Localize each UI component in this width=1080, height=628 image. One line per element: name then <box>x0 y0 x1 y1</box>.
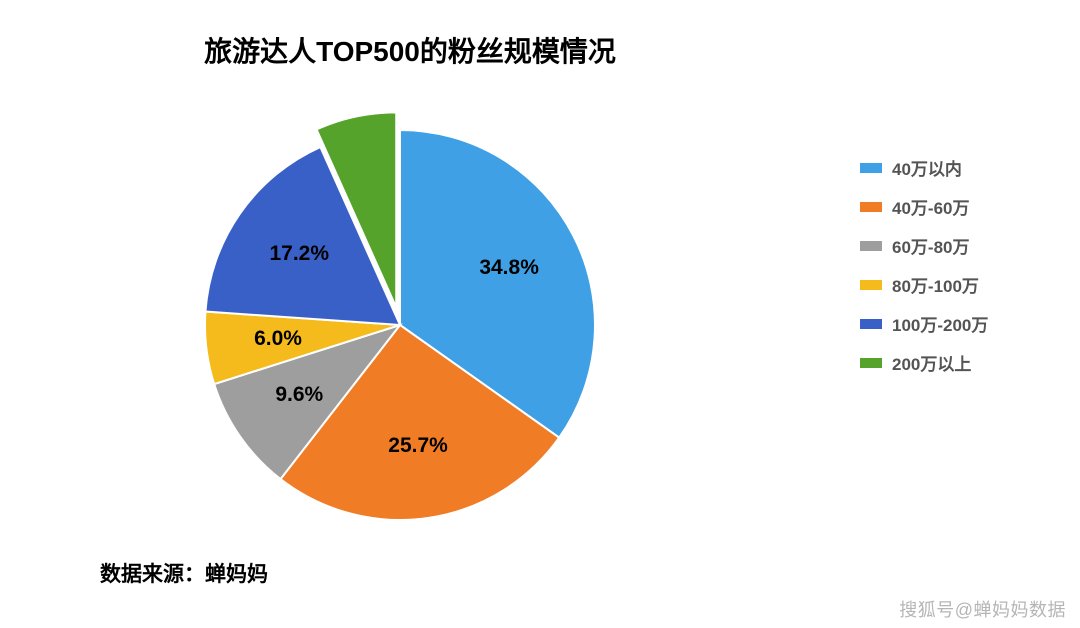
legend-swatch <box>860 319 882 329</box>
slice-label: 9.6% <box>275 383 323 406</box>
legend-item: 80万-100万 <box>860 272 1060 297</box>
slice-label: 34.8% <box>479 256 539 279</box>
legend-swatch <box>860 163 882 173</box>
legend-label: 40万以内 <box>892 155 962 180</box>
legend-label: 80万-100万 <box>892 272 979 297</box>
legend-label: 100万-200万 <box>892 311 988 336</box>
legend-swatch <box>860 241 882 251</box>
slice-label: 6.0% <box>254 327 302 350</box>
legend-item: 100万-200万 <box>860 311 1060 336</box>
slice-label: 25.7% <box>388 434 448 457</box>
legend-item: 200万以上 <box>860 350 1060 375</box>
legend: 40万以内 40万-60万 60万-80万 80万-100万 100万-200万 200万… <box>860 155 1060 389</box>
chart-title: 旅游达人TOP500的粉丝规模情况 <box>0 30 820 70</box>
legend-swatch <box>860 280 882 290</box>
pie-chart: 34.8%25.7%9.6%6.0%17.2%6.7% <box>120 90 680 550</box>
legend-item: 60万-80万 <box>860 233 1060 258</box>
legend-swatch <box>860 202 882 212</box>
watermark: 搜狐号@蝉妈妈数据 <box>899 596 1066 622</box>
data-source: 数据来源：蝉妈妈 <box>100 558 268 588</box>
slice-label: 17.2% <box>269 242 329 265</box>
legend-label: 200万以上 <box>892 350 971 375</box>
legend-item: 40万以内 <box>860 155 1060 180</box>
legend-item: 40万-60万 <box>860 194 1060 219</box>
legend-label: 40万-60万 <box>892 194 969 219</box>
legend-label: 60万-80万 <box>892 233 969 258</box>
legend-swatch <box>860 358 882 368</box>
